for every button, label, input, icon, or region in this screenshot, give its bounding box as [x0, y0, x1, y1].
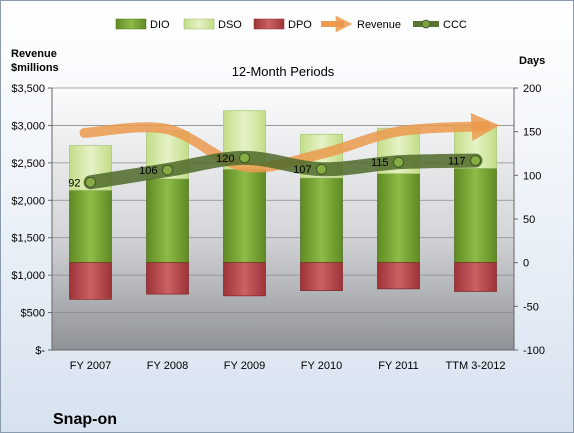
- bar-dpo: [454, 262, 497, 292]
- bar-dpo: [146, 262, 189, 295]
- legend-label-dio: DIO: [150, 19, 170, 31]
- right-tick-label: 0: [523, 258, 529, 270]
- left-axis-title-line1: Revenue: [11, 48, 57, 60]
- ccc-point: [85, 176, 96, 188]
- legend: DIO DSO DPO Revenue CCC: [115, 15, 467, 33]
- ccc-point: [316, 163, 327, 175]
- legend-label-dpo: DPO: [288, 19, 312, 31]
- bar-dio: [223, 168, 266, 264]
- ccc-data-label: 107: [293, 164, 311, 176]
- left-tick-label: $500: [21, 308, 45, 320]
- x-tick-label: TTM 3-2012: [446, 360, 506, 372]
- ccc-data-label: 120: [216, 153, 234, 165]
- right-axis-title: Days: [519, 55, 545, 67]
- legend-swatch-ccc-dot: [421, 19, 431, 29]
- ccc-series: 92 106 120 107 115 117: [68, 150, 483, 190]
- ccc-data-label: 117: [448, 155, 466, 167]
- right-tick-label: 100: [523, 170, 541, 182]
- legend-swatch-dio: [115, 18, 147, 30]
- legend-swatch-dpo: [253, 18, 285, 30]
- bar-dpo: [377, 262, 420, 290]
- x-tick-label: FY 2008: [147, 360, 188, 372]
- right-tick-label: -100: [523, 345, 545, 357]
- right-tick-label: 200: [523, 83, 541, 95]
- bar-dpo: [69, 262, 112, 300]
- left-tick-label: $3,500: [11, 83, 45, 95]
- ccc-line: [83, 150, 483, 190]
- legend-label-ccc: CCC: [443, 19, 467, 31]
- left-tick-label: $-: [35, 345, 45, 357]
- x-tick-label: FY 2009: [224, 360, 265, 372]
- ccc-point: [239, 152, 250, 164]
- x-tick-label: FY 2007: [70, 360, 111, 372]
- right-tick-label: 150: [523, 127, 541, 139]
- x-tick-label: FY 2010: [301, 360, 342, 372]
- right-tick-label: -50: [523, 301, 539, 313]
- x-tick-label: FY 2011: [378, 360, 419, 372]
- chart-title: 12-Month Periods: [232, 64, 335, 79]
- left-tick-label: $1,000: [11, 270, 45, 282]
- bar-dio: [146, 178, 189, 264]
- bar-dio: [377, 173, 420, 264]
- legend-label-revenue: Revenue: [357, 19, 401, 31]
- legend-swatch-dso: [183, 18, 215, 30]
- left-tick-label: $1,500: [11, 233, 45, 245]
- bar-dpo: [300, 262, 343, 291]
- ccc-point: [470, 154, 481, 166]
- ccc-point: [393, 156, 404, 168]
- axes: $- $500 $1,000 $1,500 $2,000 $2,500 $3,000 $3,5…: [11, 83, 545, 372]
- company-name: Snap-on: [53, 411, 117, 428]
- ccc-point: [162, 164, 173, 176]
- bar-dio: [300, 177, 343, 264]
- ccc-data-label: 106: [139, 165, 157, 177]
- left-tick-label: $2,000: [11, 195, 45, 207]
- bar-dio: [69, 189, 112, 264]
- left-axis-title-line2: $millions: [11, 62, 59, 74]
- left-tick-label: $2,500: [11, 158, 45, 170]
- right-tick-label: 50: [523, 214, 535, 226]
- legend-label-dso: DSO: [218, 19, 242, 31]
- ccc-data-label: 92: [68, 177, 80, 189]
- bar-dpo: [223, 262, 266, 297]
- ccc-data-label: 115: [371, 157, 389, 169]
- bar-dio: [454, 167, 497, 264]
- left-tick-label: $3,000: [11, 120, 45, 132]
